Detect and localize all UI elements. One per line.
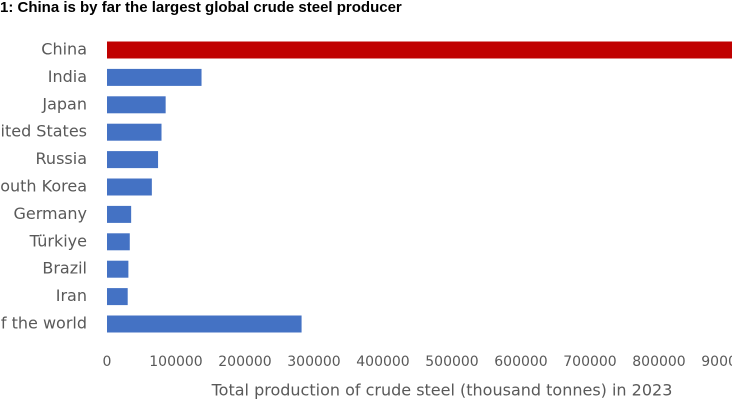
y-tick-label: outh Korea — [0, 177, 87, 196]
x-tick-label: 300000 — [287, 354, 340, 370]
y-tick-label: f the world — [1, 314, 87, 333]
x-tick-label: 100000 — [149, 354, 202, 370]
x-tick-label: 200000 — [218, 354, 271, 370]
bar — [107, 123, 162, 141]
x-tick-label: 800000 — [632, 354, 685, 370]
bar — [107, 205, 132, 223]
y-tick-label: China — [41, 40, 87, 59]
bar — [107, 178, 152, 196]
y-tick-label: Brazil — [42, 259, 87, 278]
x-axis-label: Total production of crude steel (thousan… — [211, 381, 673, 400]
y-tick-label: Germany — [13, 204, 87, 223]
y-tick-label: Russia — [36, 149, 87, 168]
bar — [107, 260, 129, 278]
bar — [107, 233, 130, 251]
x-tick-label: 0 — [103, 354, 112, 370]
bar — [107, 41, 732, 59]
y-tick-label: Iran — [56, 286, 87, 305]
bar — [107, 151, 159, 169]
bar — [107, 96, 166, 114]
x-tick-label: 600000 — [494, 354, 547, 370]
bar — [107, 68, 202, 86]
x-tick-label: 400000 — [356, 354, 409, 370]
bar — [107, 315, 302, 333]
x-tick-label: 500000 — [425, 354, 478, 370]
bar — [107, 288, 128, 306]
y-tick-label: ited States — [1, 122, 88, 141]
y-tick-label: Türkiye — [29, 231, 87, 250]
y-tick-label: Japan — [41, 94, 87, 113]
y-tick-label: India — [48, 67, 87, 86]
x-tick-label: 700000 — [563, 354, 616, 370]
chart-title: 1: China is by far the largest global cr… — [0, 0, 402, 16]
x-tick-label: 900000 — [701, 354, 732, 370]
